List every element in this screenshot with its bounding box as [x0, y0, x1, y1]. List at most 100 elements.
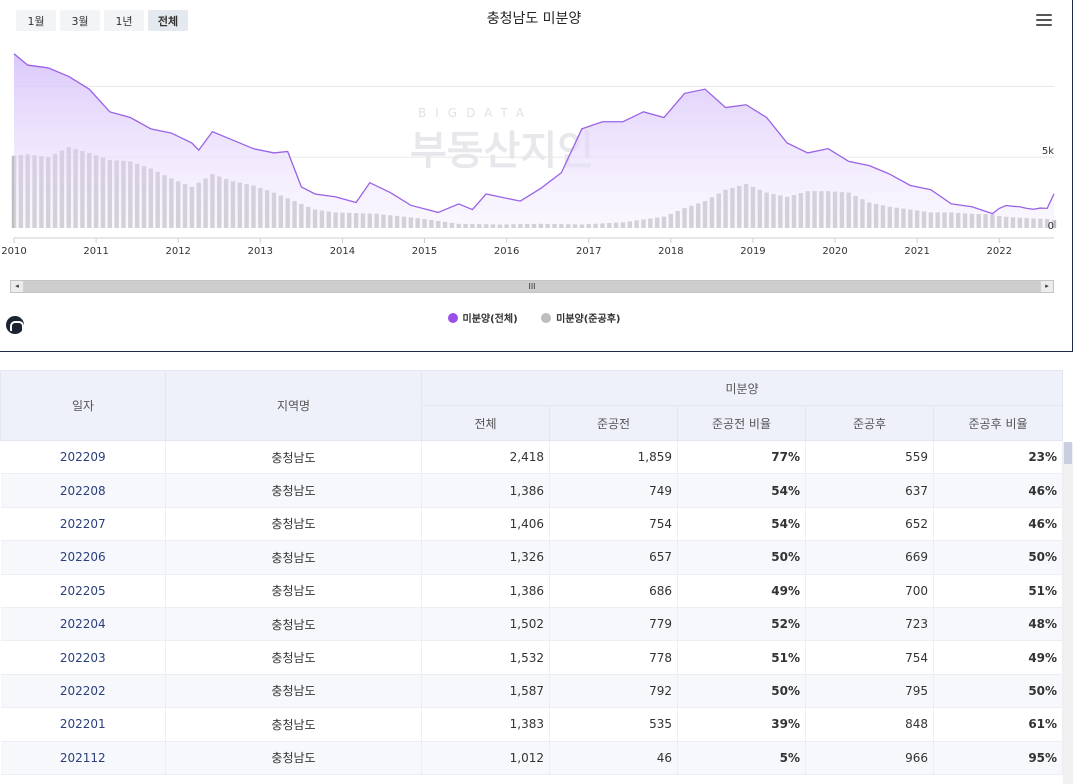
cell-region: 충청남도 [165, 574, 422, 608]
series-total-line [13, 53, 1055, 215]
table-row[interactable]: 202208 충청남도 1,386 749 54% 637 46% [0, 473, 1064, 508]
header-date[interactable]: 일자 [0, 370, 166, 441]
cell-after: 700 [805, 574, 934, 608]
cell-total: 1,386 [421, 473, 550, 508]
cell-region: 충청남도 [165, 640, 422, 675]
brand-logo-icon[interactable] [6, 316, 24, 334]
header-group: 미분양 [420, 370, 1064, 406]
cell-after-ratio: 95% [933, 741, 1064, 775]
y-tick-label: 0 [1048, 221, 1054, 232]
cell-region: 충청남도 [165, 507, 422, 542]
navigator-scrollbar[interactable]: ◂ III ▸ [10, 280, 1054, 293]
x-tick-label: 2012 [165, 246, 190, 257]
table-scroll-thumb[interactable] [1064, 442, 1072, 464]
scroll-left-arrow-icon[interactable]: ◂ [11, 281, 23, 292]
cell-before: 792 [549, 674, 678, 709]
header-before-ratio[interactable]: 준공전 비율 [677, 405, 806, 441]
series-total-area [14, 53, 1054, 228]
cell-region: 충청남도 [165, 540, 422, 575]
legend-label: 미분양(준공후) [556, 314, 621, 325]
header-after-ratio[interactable]: 준공후 비율 [932, 405, 1064, 441]
cell-region: 충청남도 [165, 440, 422, 475]
cell-after: 848 [805, 707, 934, 742]
scroll-thumb[interactable]: III [24, 281, 1040, 292]
table-row[interactable]: 202204 충청남도 1,502 779 52% 723 48% [0, 607, 1064, 642]
cell-date: 202205 [0, 574, 166, 608]
chart-plot: 0 5k 2010 2011 2012 2013 2014 2015 2016 2017 2018 2… [1, 53, 1057, 257]
header-after[interactable]: 준공후 [805, 405, 934, 441]
range-button-1y[interactable]: 1년 [104, 10, 144, 31]
cell-region: 충청남도 [165, 607, 422, 642]
cell-total: 1,012 [421, 741, 550, 775]
cell-after: 795 [805, 674, 934, 709]
table-row[interactable]: 202112 충청남도 1,012 46 5% 966 95% [0, 741, 1064, 775]
cell-total: 1,502 [421, 607, 550, 642]
table-row[interactable]: 202201 충청남도 1,383 535 39% 848 61% [0, 707, 1064, 742]
range-button-3m[interactable]: 3월 [60, 10, 100, 31]
cell-after-ratio: 50% [933, 540, 1064, 575]
scroll-right-arrow-icon[interactable]: ▸ [1041, 281, 1053, 292]
x-tick-label: 2022 [987, 246, 1012, 257]
hamburger-menu-icon[interactable] [1036, 14, 1052, 28]
cell-after: 669 [805, 540, 934, 575]
cell-after-ratio: 23% [933, 440, 1064, 475]
table-row[interactable]: 202206 충청남도 1,326 657 50% 669 50% [0, 540, 1064, 575]
cell-before-ratio: 54% [677, 473, 806, 508]
cell-after: 754 [805, 640, 934, 675]
cell-total: 1,532 [421, 640, 550, 675]
cell-before-ratio: 54% [677, 507, 806, 542]
cell-after-ratio: 61% [933, 707, 1064, 742]
cell-before-ratio: 52% [677, 607, 806, 642]
x-tick-label: 2013 [248, 246, 273, 257]
x-tick-label: 2010 [1, 246, 26, 257]
cell-after: 559 [805, 440, 934, 475]
header-before[interactable]: 준공전 [549, 405, 678, 441]
cell-after: 966 [805, 741, 934, 775]
legend-dot-icon [541, 313, 552, 323]
cell-region: 충청남도 [165, 674, 422, 709]
table-row[interactable]: 202205 충청남도 1,386 686 49% 700 51% [0, 574, 1064, 608]
cell-before: 657 [549, 540, 678, 575]
header-total[interactable]: 전체 [421, 405, 550, 441]
range-button-all[interactable]: 전체 [148, 10, 188, 31]
cell-before-ratio: 39% [677, 707, 806, 742]
table-scrollbar[interactable] [1063, 442, 1073, 784]
x-tick-label: 2011 [83, 246, 108, 257]
table-row[interactable]: 202207 충청남도 1,406 754 54% 652 46% [0, 507, 1064, 542]
cell-date: 202207 [0, 507, 166, 542]
cell-date: 202201 [0, 707, 166, 742]
x-tick-label: 2019 [740, 246, 765, 257]
x-tick-label: 2018 [658, 246, 683, 257]
cell-after-ratio: 51% [933, 574, 1064, 608]
x-tick-label: 2021 [904, 246, 929, 257]
cell-date: 202208 [0, 473, 166, 508]
x-tick-label: 2016 [494, 246, 519, 257]
cell-region: 충청남도 [165, 741, 422, 775]
chart-legend: 미분양(전체) 미분양(준공후) [0, 310, 1068, 325]
y-tick-label: 5k [1042, 146, 1054, 157]
legend-label: 미분양(전체) [462, 314, 518, 325]
cell-before-ratio: 50% [677, 674, 806, 709]
cell-after-ratio: 48% [933, 607, 1064, 642]
legend-item-after[interactable]: 미분양(준공후) [541, 310, 620, 325]
cell-before: 535 [549, 707, 678, 742]
cell-before: 1,859 [549, 440, 678, 475]
cell-date: 202112 [0, 741, 166, 775]
cell-before-ratio: 5% [677, 741, 806, 775]
legend-item-total[interactable]: 미분양(전체) [447, 310, 518, 325]
cell-before-ratio: 50% [677, 540, 806, 575]
cell-total: 2,418 [421, 440, 550, 475]
table-row[interactable]: 202203 충청남도 1,532 778 51% 754 49% [0, 640, 1064, 675]
cell-region: 충청남도 [165, 707, 422, 742]
cell-total: 1,326 [421, 540, 550, 575]
cell-before: 779 [549, 607, 678, 642]
x-tick-label: 2014 [330, 246, 355, 257]
cell-date: 202202 [0, 674, 166, 709]
range-button-1m[interactable]: 1월 [16, 10, 56, 31]
header-region[interactable]: 지역명 [165, 370, 422, 441]
cell-before: 754 [549, 507, 678, 542]
cell-date: 202209 [0, 440, 166, 475]
cell-before: 778 [549, 640, 678, 675]
table-row[interactable]: 202202 충청남도 1,587 792 50% 795 50% [0, 674, 1064, 709]
table-row[interactable]: 202209 충청남도 2,418 1,859 77% 559 23% [0, 440, 1064, 475]
